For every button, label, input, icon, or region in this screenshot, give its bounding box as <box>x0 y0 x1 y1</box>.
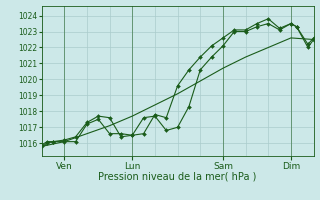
X-axis label: Pression niveau de la mer( hPa ): Pression niveau de la mer( hPa ) <box>99 172 257 182</box>
